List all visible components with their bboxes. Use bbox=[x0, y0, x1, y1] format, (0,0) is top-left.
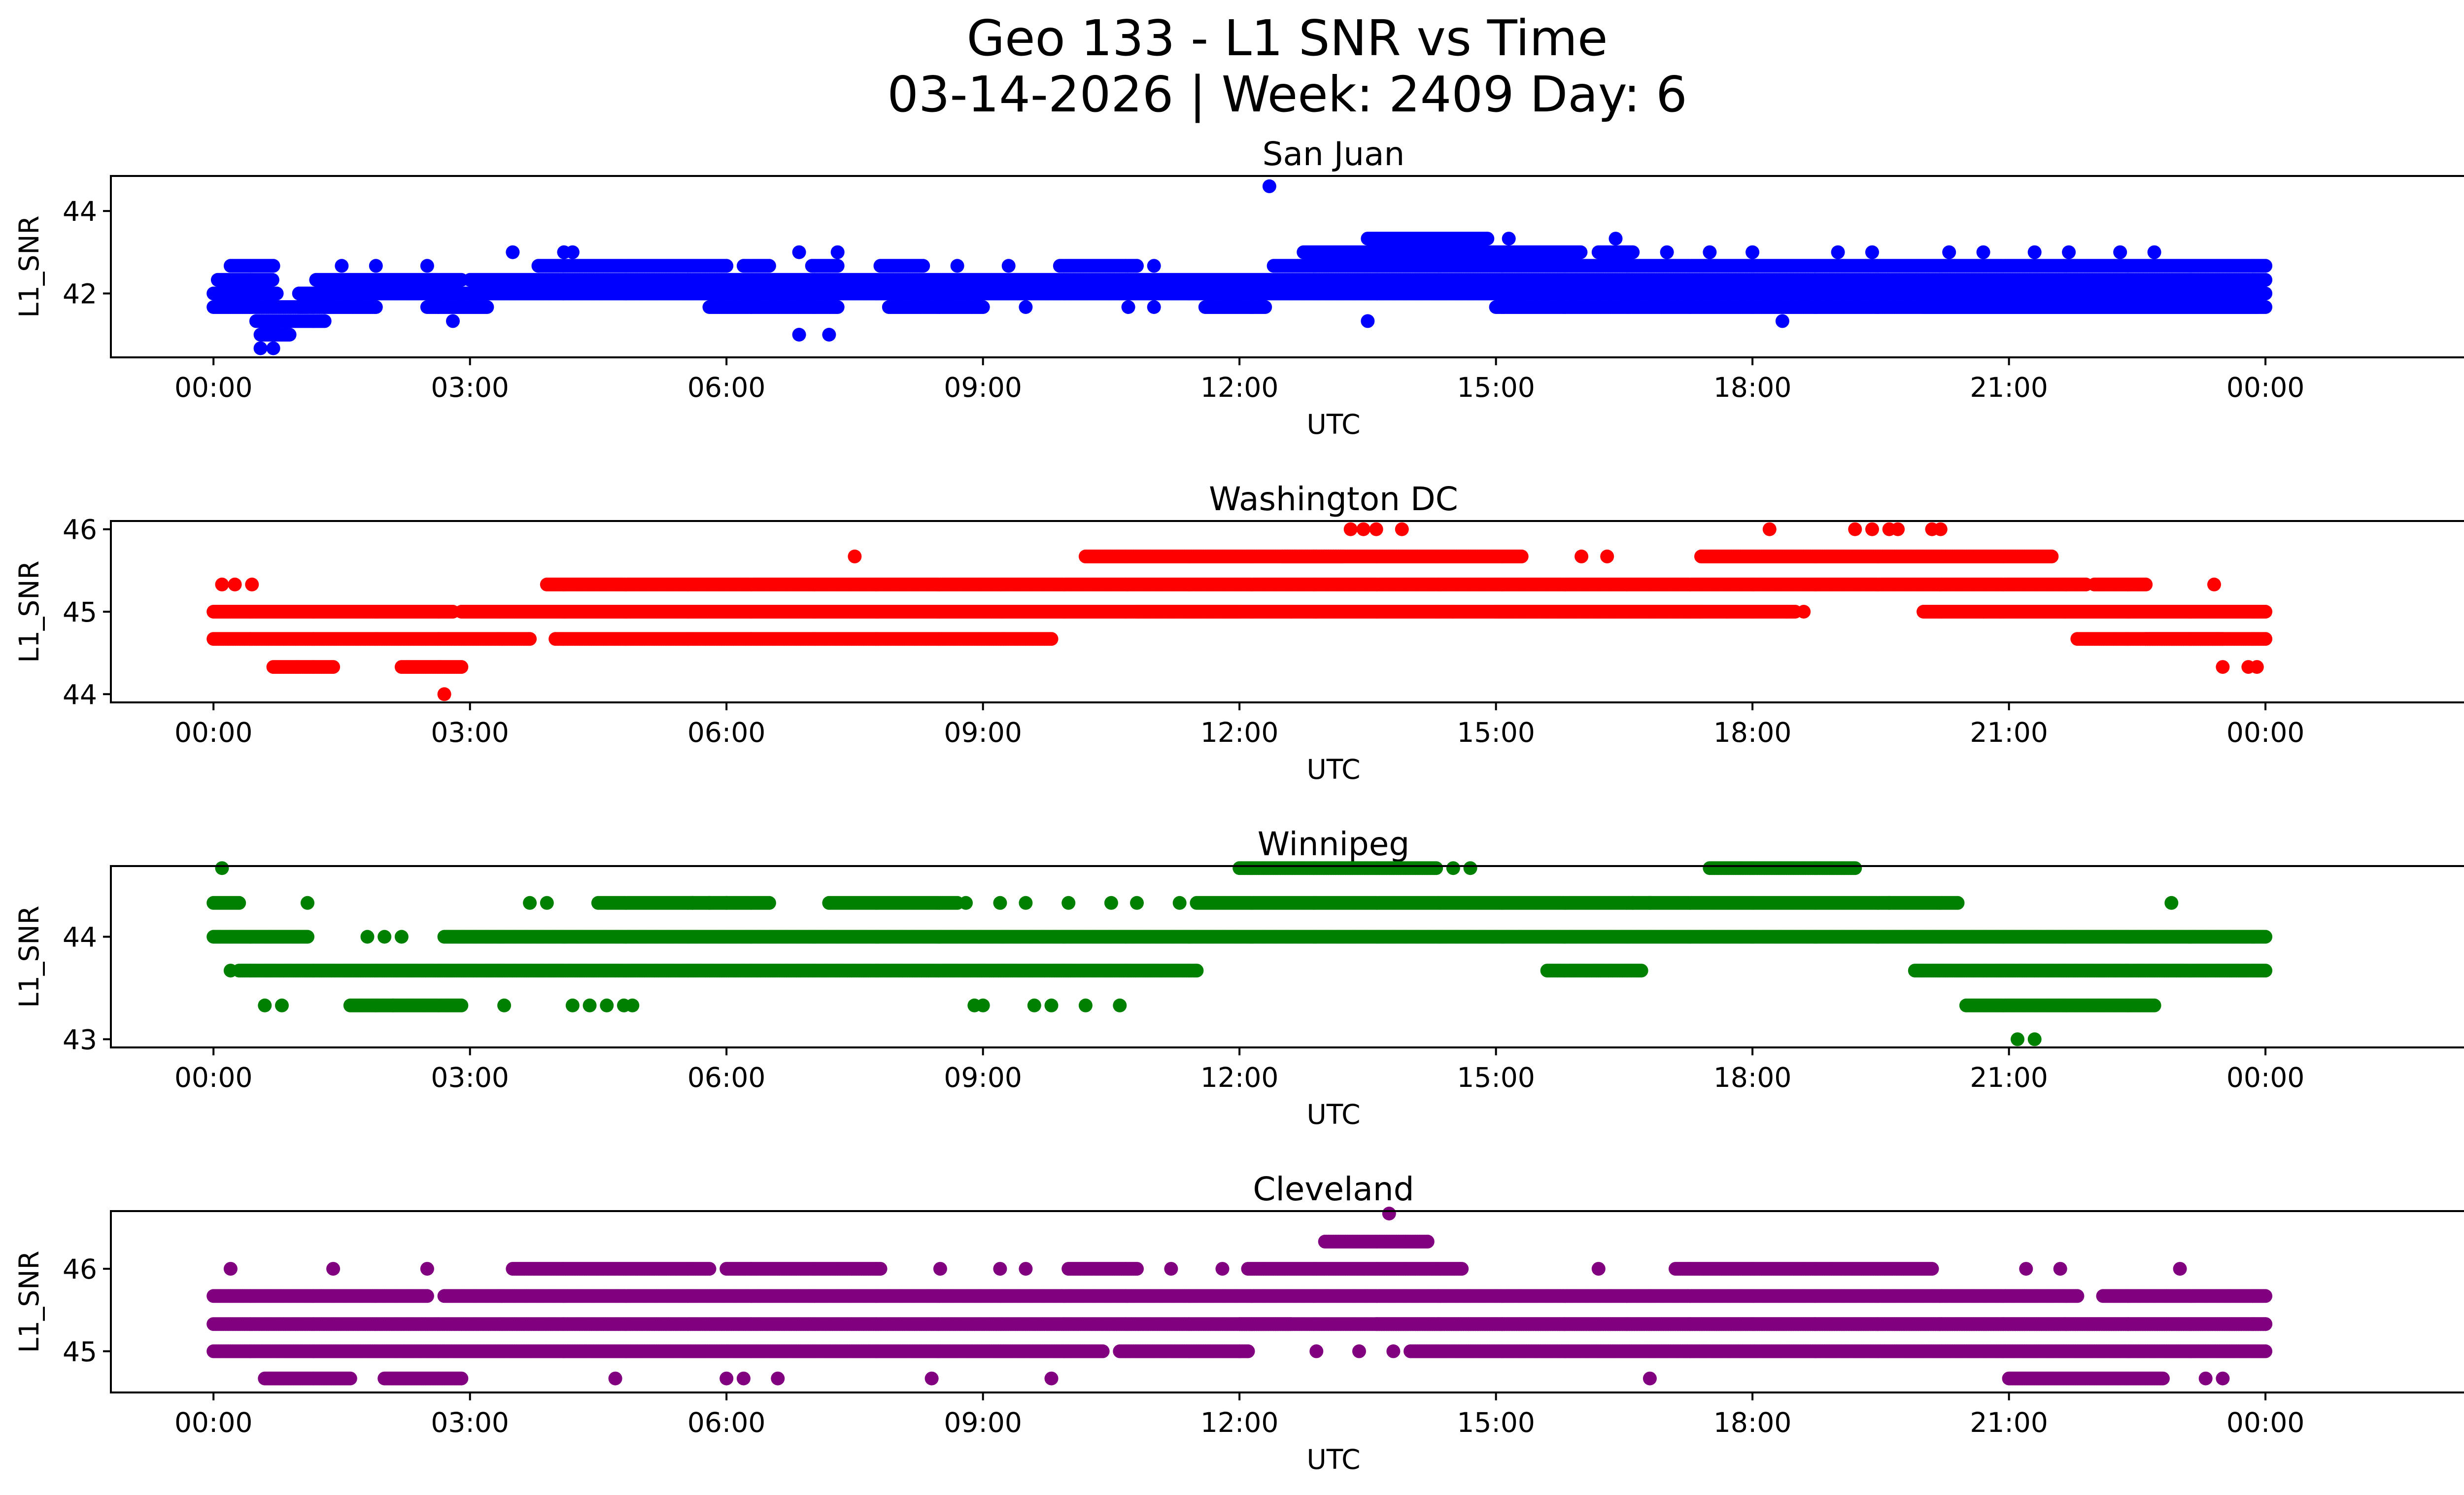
data-point bbox=[976, 300, 990, 314]
data-point bbox=[1745, 245, 1760, 259]
x-tick-label: 15:00 bbox=[1457, 372, 1535, 403]
data-point bbox=[950, 259, 964, 273]
data-point bbox=[335, 259, 349, 273]
data-point bbox=[792, 245, 806, 259]
subplot-san-juan: San Juan 00:00 03:00 06:00 09:00 12:00 15:00 18… bbox=[13, 135, 2464, 440]
y-axis-label: L1_SNR bbox=[13, 215, 45, 317]
data-point bbox=[2147, 245, 2161, 259]
scatter-series bbox=[206, 522, 2273, 701]
data-point bbox=[2259, 273, 2273, 287]
data-point bbox=[253, 341, 268, 355]
data-point bbox=[792, 328, 806, 342]
subplot-title: San Juan bbox=[1263, 135, 1405, 173]
data-point bbox=[1001, 259, 1016, 273]
data-point bbox=[1258, 300, 1272, 314]
data-point bbox=[1942, 245, 1956, 259]
data-point bbox=[1121, 300, 1135, 314]
data-point bbox=[2113, 245, 2127, 259]
data-point bbox=[2259, 300, 2273, 314]
data-point bbox=[1147, 259, 1161, 273]
data-point bbox=[266, 259, 280, 273]
data-point bbox=[830, 245, 845, 259]
x-tick-label: 03:00 bbox=[431, 372, 509, 403]
x-tick-label: 12:00 bbox=[1200, 372, 1279, 403]
data-point bbox=[1865, 245, 1879, 259]
data-point bbox=[1703, 245, 1717, 259]
data-point bbox=[2027, 245, 2042, 259]
data-point bbox=[454, 660, 469, 674]
data-point bbox=[369, 259, 383, 273]
data-point bbox=[1626, 245, 1640, 259]
x-tick-label: 06:00 bbox=[687, 372, 766, 403]
x-tick-label: 00:00 bbox=[2226, 372, 2305, 403]
data-point bbox=[1019, 300, 1033, 314]
data-point bbox=[1831, 245, 1845, 259]
data-point bbox=[830, 259, 845, 273]
figure-title-line1: Geo 133 - L1 SNR vs Time bbox=[967, 9, 1608, 67]
data-point bbox=[317, 314, 332, 328]
data-point bbox=[762, 259, 776, 273]
x-tick-label: 00:00 bbox=[174, 372, 253, 403]
x-tick-label: 21:00 bbox=[1970, 372, 2048, 403]
data-point bbox=[317, 300, 332, 314]
data-point bbox=[523, 632, 537, 646]
data-point bbox=[506, 245, 520, 259]
data-point bbox=[326, 660, 341, 674]
subplot-title: Washington DC bbox=[1209, 480, 1458, 518]
y-tick-label: 42 bbox=[63, 278, 97, 310]
data-point bbox=[1130, 259, 1144, 273]
data-point bbox=[266, 341, 280, 355]
data-point bbox=[282, 328, 297, 342]
scatter-series bbox=[206, 179, 2273, 355]
data-point bbox=[1574, 245, 1588, 259]
data-point bbox=[822, 328, 836, 342]
data-point bbox=[265, 273, 279, 287]
data-point bbox=[719, 259, 734, 273]
data-point bbox=[1775, 314, 1789, 328]
data-point bbox=[916, 259, 930, 273]
data-point bbox=[270, 286, 284, 301]
x-axis-label: UTC bbox=[1306, 409, 1360, 440]
data-point bbox=[830, 300, 845, 314]
data-point bbox=[2259, 259, 2273, 273]
data-point bbox=[1660, 245, 1674, 259]
data-point bbox=[1147, 300, 1161, 314]
y-tick-label: 44 bbox=[63, 196, 97, 227]
data-point bbox=[1502, 232, 1516, 246]
x-tick-label: 09:00 bbox=[944, 372, 1022, 403]
data-point bbox=[1361, 314, 1375, 328]
x-tick-label: 18:00 bbox=[1713, 372, 1792, 403]
data-point bbox=[2062, 245, 2076, 259]
data-point bbox=[1262, 179, 1276, 193]
data-point bbox=[1608, 232, 1623, 246]
data-point bbox=[1480, 232, 1495, 246]
subplots: San Juan 00:00 03:00 06:00 09:00 12:00 15:00 18… bbox=[13, 135, 2464, 1475]
data-point bbox=[369, 300, 383, 314]
figure-title-line2: 03-14-2026 | Week: 2409 Day: 6 bbox=[887, 66, 1687, 123]
data-point bbox=[2259, 286, 2273, 301]
data-point bbox=[565, 245, 580, 259]
data-point bbox=[1976, 245, 1990, 259]
data-point bbox=[420, 259, 434, 273]
data-point bbox=[480, 300, 494, 314]
data-point bbox=[446, 314, 460, 328]
